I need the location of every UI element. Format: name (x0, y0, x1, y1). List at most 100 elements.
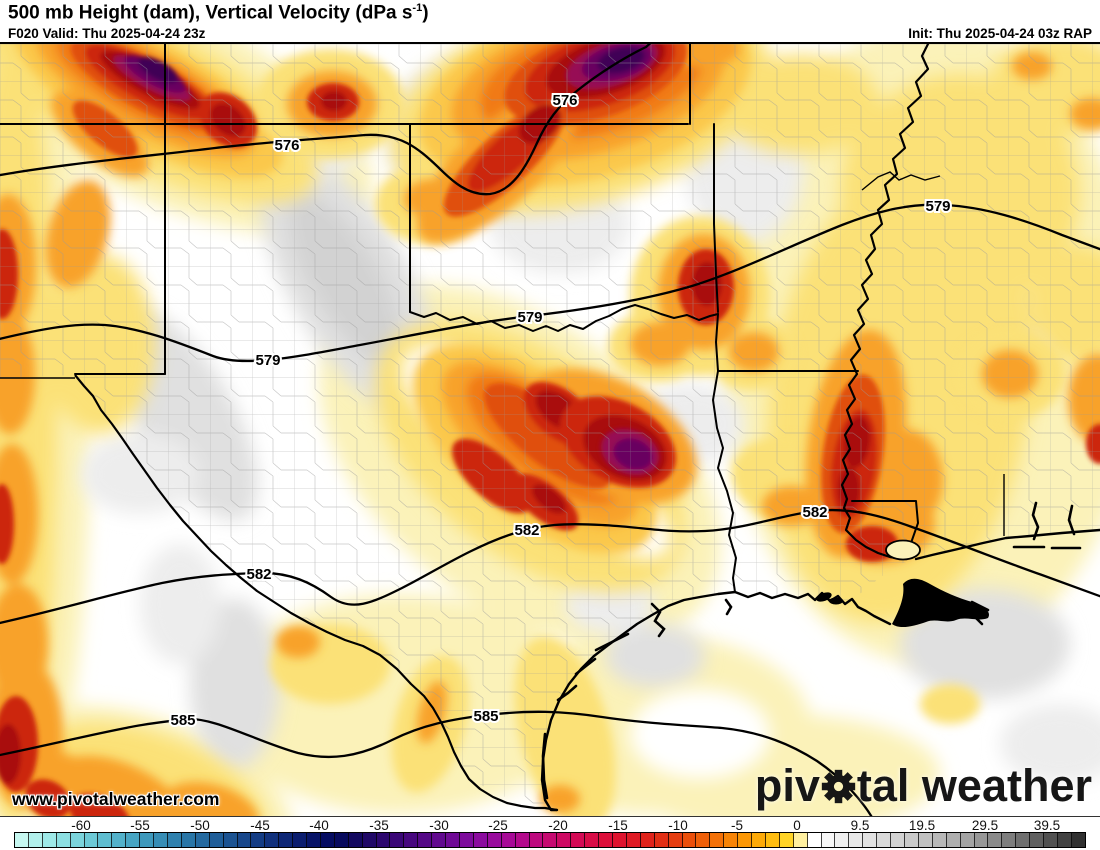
colorbar-cell (98, 833, 113, 847)
colorbar-cell (362, 833, 377, 847)
colorbar-cell (612, 833, 627, 847)
colorbar-cell (696, 833, 711, 847)
map-canvas: 576 576 579 579 579 582 582 582 585 585 (0, 44, 1100, 816)
colorbar-tick-label: 29.5 (971, 818, 999, 833)
rio-grande-border (74, 374, 558, 812)
colorbar-cell (42, 833, 57, 847)
colorbar-cell (223, 833, 238, 847)
colorbar-cell (446, 833, 460, 847)
contour-label: 576 (274, 137, 299, 154)
colorbar-cell (724, 833, 739, 847)
contour-582 (0, 508, 1100, 625)
colorbar-cell (849, 833, 864, 847)
colorbar-cell (293, 833, 308, 847)
colorbar-cell (432, 833, 447, 847)
colorbar-cell (932, 833, 947, 847)
colorbar-cell (668, 833, 683, 847)
colorbar-tick-label: -20 (548, 818, 568, 833)
colorbar-cell (1044, 833, 1058, 847)
colorbar-cell (654, 833, 669, 847)
colorbar-cell (1057, 833, 1072, 847)
colorbar-tick-label: -55 (130, 818, 150, 833)
contour-label: 585 (170, 712, 195, 729)
colorbar-cell (418, 833, 433, 847)
sabine-river-border (712, 370, 737, 593)
contour-label: 582 (802, 504, 827, 521)
coastline (540, 501, 1100, 812)
colorbar-cell (821, 833, 836, 847)
colorbar-legend: -60 -55 -50 -45 -40 -35 -30 -25 -20 -15 -10 -5 0 9.5 1… (0, 817, 1100, 850)
colorbar-cell (334, 833, 349, 847)
colorbar-cell (710, 833, 725, 847)
colorbar-cell (126, 833, 141, 847)
colorbar-cell (112, 833, 127, 847)
colorbar-tick-label: 39.5 (1033, 818, 1061, 833)
gear-icon (821, 769, 856, 804)
colorbar-cell (1030, 833, 1045, 847)
height-contour-lines (0, 44, 1100, 816)
logo-text-post: tal weather (856, 760, 1092, 811)
colorbar-cell (167, 833, 182, 847)
colorbar-cell (473, 833, 488, 847)
colorbar-cell (501, 833, 516, 847)
title-text-end: ) (422, 2, 429, 24)
contour-585 (0, 710, 873, 816)
colorbar-cell (390, 833, 405, 847)
page-title: 500 mb Height (dam), Vertical Velocity (… (8, 2, 429, 24)
map-header: 500 mb Height (dam), Vertical Velocity (… (0, 0, 1100, 42)
colorbar-tick-label: -5 (730, 818, 744, 833)
colorbar-tick-label: 0 (793, 818, 801, 833)
colorbar-cell (543, 833, 558, 847)
colorbar-tick-label: -50 (190, 818, 210, 833)
logo-text-pre: piv (754, 760, 820, 811)
colorbar-cell (946, 833, 961, 847)
colorbar-cell (974, 833, 989, 847)
colorbar-cell (1002, 833, 1017, 847)
colorbar-tick-label: -15 (608, 818, 628, 833)
colorbar-cell (779, 833, 794, 847)
colorbar-tick-label: 9.5 (850, 818, 870, 833)
pivotal-weather-logo: piv tal weather (755, 760, 1092, 812)
contour-label: 582 (246, 566, 271, 583)
colorbar-cell (599, 833, 613, 847)
colorbar-cell (738, 833, 753, 847)
colorbar-cell (626, 833, 641, 847)
colorbar-tick-label: -45 (250, 818, 270, 833)
colorbar-cell (793, 833, 808, 847)
contour-label: 579 (517, 309, 542, 326)
colorbar-tick-label: -40 (309, 818, 329, 833)
colorbar-cell (585, 833, 600, 847)
red-river-border (409, 304, 719, 332)
mississippi-river (840, 44, 930, 561)
colorbar-cell (988, 833, 1003, 847)
colorbar-tick-labels: -60 -55 -50 -45 -40 -35 -30 -25 -20 -15 -10 -5 0 9.5 1… (0, 817, 1100, 833)
colorbar-cell (307, 833, 321, 847)
colorbar-cell (237, 833, 252, 847)
colorbar-cell (891, 833, 905, 847)
texas-coast (540, 590, 737, 812)
contour-label: 579 (255, 352, 280, 369)
colorbar-tick-label: -25 (488, 818, 508, 833)
colorbar-cell (752, 833, 766, 847)
colorbar-cell (960, 833, 975, 847)
colorbar-cell (571, 833, 586, 847)
colorbar-cell (640, 833, 655, 847)
lake-pontchartrain (885, 539, 921, 561)
colorbar (14, 832, 1086, 848)
colorbar-cell (279, 833, 294, 847)
colorbar-cell (529, 833, 544, 847)
colorbar-cell (56, 833, 71, 847)
website-url-watermark: www.pivotalweather.com (12, 789, 220, 809)
colorbar-cell (877, 833, 892, 847)
colorbar-cell (765, 833, 780, 847)
colorbar-cell (1016, 833, 1031, 847)
mississippi-delta (892, 578, 990, 628)
contour-label: 579 (925, 198, 950, 215)
state-borders (0, 44, 1005, 593)
colorbar-cell (251, 833, 266, 847)
colorbar-cell (15, 833, 29, 847)
contour-579 (0, 203, 1100, 363)
colorbar-cell (404, 833, 419, 847)
contour-label: 582 (514, 522, 539, 539)
colorbar-cell (154, 833, 168, 847)
